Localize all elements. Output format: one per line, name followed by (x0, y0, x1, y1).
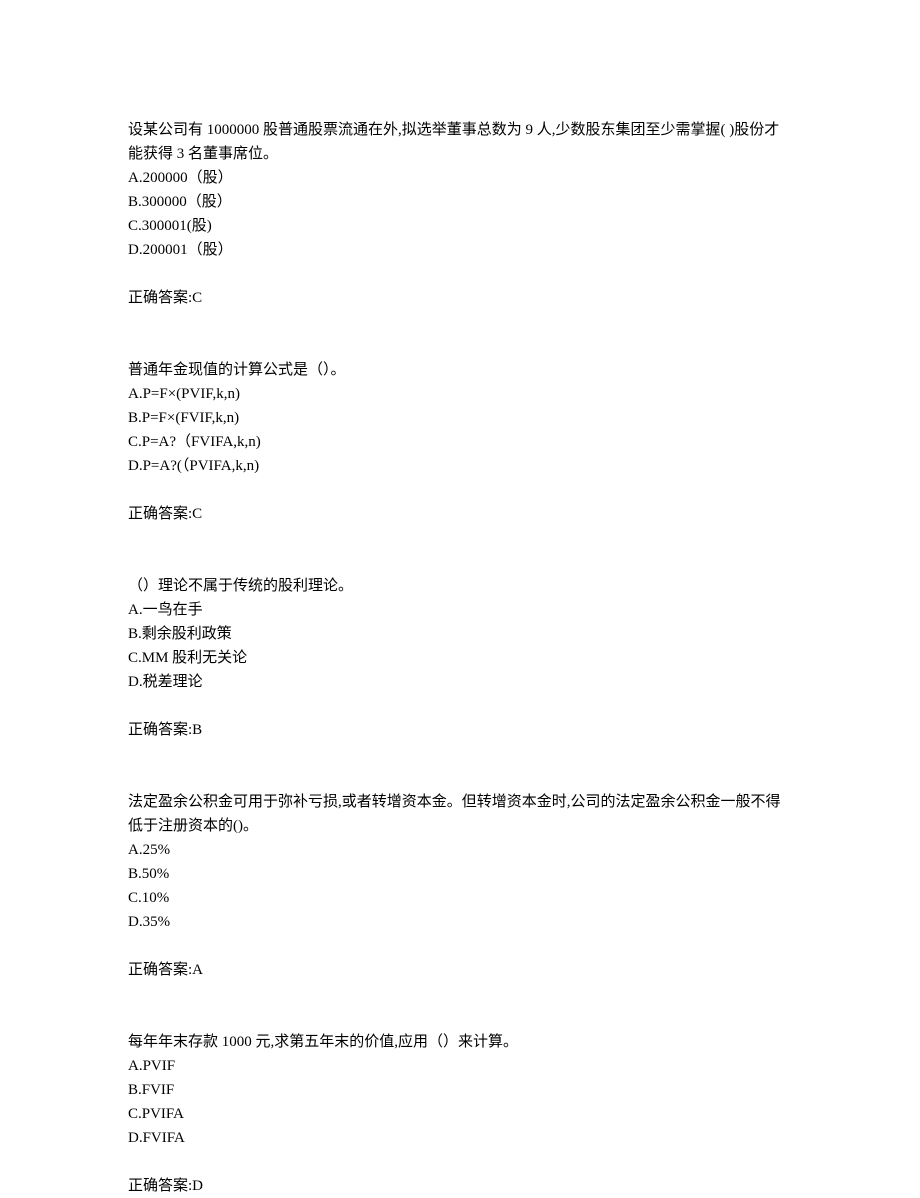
option-d: D.35% (128, 910, 792, 934)
question-block-2: 普通年金现值的计算公式是（）。 A.P=F×(PVIF,k,n) B.P=F×(… (128, 358, 792, 526)
question-block-1: 设某公司有 1000000 股普通股票流通在外,拟选举董事总数为 9 人,少数股… (128, 118, 792, 310)
option-d: D.税差理论 (128, 670, 792, 694)
option-b: B.剩余股利政策 (128, 622, 792, 646)
option-b: B.300000（股） (128, 190, 792, 214)
answer-label: 正确答案:C (128, 502, 792, 526)
question-text: 法定盈余公积金可用于弥补亏损,或者转增资本金。但转增资本金时,公司的法定盈余公积… (128, 790, 792, 838)
question-text: 普通年金现值的计算公式是（）。 (128, 358, 792, 382)
option-c: C.PVIFA (128, 1102, 792, 1126)
option-a: A.25% (128, 838, 792, 862)
option-d: D.200001（股） (128, 238, 792, 262)
question-block-4: 法定盈余公积金可用于弥补亏损,或者转增资本金。但转增资本金时,公司的法定盈余公积… (128, 790, 792, 982)
question-text: 每年年末存款 1000 元,求第五年末的价值,应用（）来计算。 (128, 1030, 792, 1054)
option-b: B.50% (128, 862, 792, 886)
question-text: （）理论不属于传统的股利理论。 (128, 574, 792, 598)
option-a: A.一鸟在手 (128, 598, 792, 622)
answer-label: 正确答案:D (128, 1174, 792, 1198)
question-block-3: （）理论不属于传统的股利理论。 A.一鸟在手 B.剩余股利政策 C.MM 股利无… (128, 574, 792, 742)
option-a: A.200000（股） (128, 166, 792, 190)
question-text: 设某公司有 1000000 股普通股票流通在外,拟选举董事总数为 9 人,少数股… (128, 118, 792, 166)
option-c: C.300001(股) (128, 214, 792, 238)
question-block-5: 每年年末存款 1000 元,求第五年末的价值,应用（）来计算。 A.PVIF B… (128, 1030, 792, 1198)
option-a: A.P=F×(PVIF,k,n) (128, 382, 792, 406)
answer-label: 正确答案:A (128, 958, 792, 982)
answer-label: 正确答案:B (128, 718, 792, 742)
option-c: C.10% (128, 886, 792, 910)
option-c: C.MM 股利无关论 (128, 646, 792, 670)
option-b: B.FVIF (128, 1078, 792, 1102)
answer-label: 正确答案:C (128, 286, 792, 310)
option-c: C.P=A?（FVIFA,k,n) (128, 430, 792, 454)
option-a: A.PVIF (128, 1054, 792, 1078)
option-b: B.P=F×(FVIF,k,n) (128, 406, 792, 430)
option-d: D.FVIFA (128, 1126, 792, 1150)
option-d: D.P=A?(（PVIFA,k,n) (128, 454, 792, 478)
